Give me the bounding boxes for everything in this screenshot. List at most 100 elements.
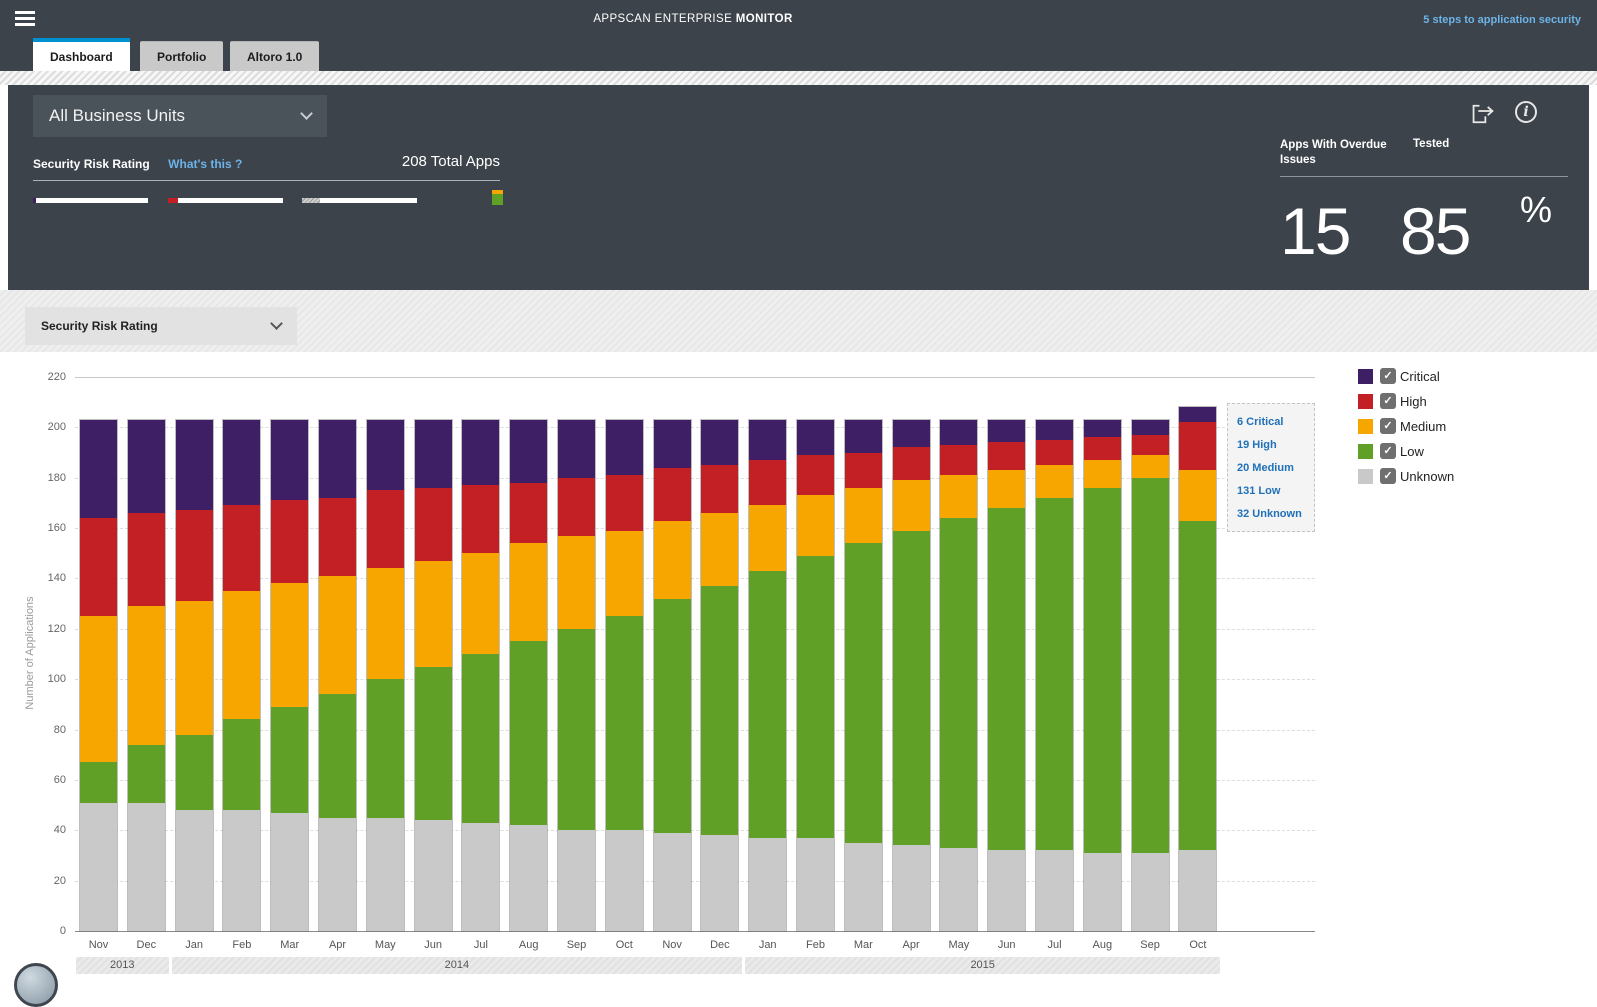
bar-segment-critical[interactable]: [1036, 419, 1073, 440]
legend-checkbox-unknown[interactable]: ✓: [1380, 468, 1396, 484]
bar-segment-critical[interactable]: [558, 419, 595, 478]
bar-segment-low[interactable]: [319, 694, 356, 818]
stacked-bar-oct-23[interactable]: [1179, 407, 1217, 931]
bar-segment-critical[interactable]: [988, 419, 1026, 443]
bar-segment-high[interactable]: [510, 482, 548, 544]
stacked-bar-sep-10[interactable]: [558, 419, 595, 931]
bar-segment-medium[interactable]: [510, 543, 548, 642]
bar-segment-unknown[interactable]: [558, 830, 595, 931]
bar-segment-medium[interactable]: [1131, 455, 1169, 478]
tab-altoro-1-0[interactable]: Altoro 1.0: [230, 41, 320, 71]
bar-segment-low[interactable]: [988, 507, 1026, 851]
stacked-bar-oct-11[interactable]: [605, 419, 643, 931]
bar-segment-high[interactable]: [319, 497, 356, 576]
bar-segment-low[interactable]: [558, 628, 595, 831]
bar-segment-high[interactable]: [701, 465, 739, 513]
bar-segment-medium[interactable]: [605, 530, 643, 617]
bar-segment-high[interactable]: [1179, 422, 1217, 471]
bar-segment-critical[interactable]: [175, 419, 213, 511]
bar-segment-critical[interactable]: [80, 419, 117, 518]
bar-segment-unknown[interactable]: [653, 832, 691, 931]
bar-segment-medium[interactable]: [1083, 460, 1121, 488]
legend-checkbox-critical[interactable]: ✓: [1380, 368, 1396, 384]
bar-segment-high[interactable]: [175, 510, 213, 602]
stacked-bar-may-6[interactable]: [366, 419, 404, 931]
bar-segment-medium[interactable]: [1179, 470, 1217, 521]
bar-segment-unknown[interactable]: [127, 802, 165, 931]
bar-segment-unknown[interactable]: [175, 810, 213, 931]
bar-segment-low[interactable]: [175, 734, 213, 811]
hamburger-menu-icon[interactable]: [15, 11, 35, 26]
bar-segment-high[interactable]: [127, 512, 165, 607]
bar-segment-low[interactable]: [366, 679, 404, 818]
bar-segment-low[interactable]: [127, 744, 165, 803]
bar-segment-high[interactable]: [797, 455, 834, 496]
stacked-bar-aug-21[interactable]: [1083, 419, 1121, 931]
bar-segment-unknown[interactable]: [1179, 850, 1217, 931]
info-icon[interactable]: i: [1515, 101, 1537, 123]
stacked-bar-feb-3[interactable]: [223, 419, 261, 931]
chart-metric-dropdown[interactable]: Security Risk Rating: [25, 307, 297, 345]
bar-segment-medium[interactable]: [988, 470, 1026, 508]
bar-segment-unknown[interactable]: [271, 812, 309, 931]
stacked-bar-mar-4[interactable]: [271, 419, 309, 931]
bar-segment-medium[interactable]: [797, 495, 834, 556]
bar-segment-unknown[interactable]: [366, 817, 404, 931]
bar-segment-high[interactable]: [653, 467, 691, 521]
bar-segment-low[interactable]: [1131, 477, 1169, 853]
bar-segment-unknown[interactable]: [749, 837, 787, 931]
stacked-bar-jan-14[interactable]: [749, 419, 787, 931]
bar-segment-low[interactable]: [1036, 497, 1073, 851]
bar-segment-low[interactable]: [701, 585, 739, 836]
bar-segment-critical[interactable]: [1179, 407, 1217, 423]
stacked-bar-sep-22[interactable]: [1131, 419, 1169, 931]
bar-segment-critical[interactable]: [510, 419, 548, 483]
bar-segment-critical[interactable]: [653, 419, 691, 468]
bar-segment-medium[interactable]: [844, 487, 882, 544]
bar-segment-low[interactable]: [1083, 487, 1121, 853]
bar-segment-critical[interactable]: [844, 419, 882, 453]
bar-segment-critical[interactable]: [462, 419, 500, 486]
bar-segment-medium[interactable]: [319, 575, 356, 695]
bar-segment-unknown[interactable]: [319, 817, 356, 931]
bar-segment-high[interactable]: [558, 477, 595, 536]
whats-this-link[interactable]: What's this ?: [168, 157, 243, 171]
bar-segment-high[interactable]: [366, 490, 404, 569]
bar-segment-critical[interactable]: [414, 419, 452, 488]
bar-segment-high[interactable]: [988, 442, 1026, 471]
tab-dashboard[interactable]: Dashboard: [33, 38, 130, 71]
bar-segment-medium[interactable]: [940, 475, 978, 518]
bar-segment-critical[interactable]: [366, 419, 404, 491]
stacked-bar-mar-16[interactable]: [844, 419, 882, 931]
stacked-bar-dec-13[interactable]: [701, 419, 739, 931]
bar-segment-low[interactable]: [462, 653, 500, 823]
bar-segment-unknown[interactable]: [605, 830, 643, 931]
stacked-bar-jun-7[interactable]: [414, 419, 452, 931]
stacked-bar-nov-12[interactable]: [653, 419, 691, 931]
bar-segment-unknown[interactable]: [988, 850, 1026, 931]
legend-checkbox-high[interactable]: ✓: [1380, 393, 1396, 409]
bar-segment-high[interactable]: [940, 444, 978, 476]
stacked-bar-feb-15[interactable]: [797, 419, 834, 931]
bar-segment-low[interactable]: [80, 762, 117, 803]
bar-segment-unknown[interactable]: [223, 810, 261, 931]
bar-segment-critical[interactable]: [127, 419, 165, 513]
stacked-bar-nov-0[interactable]: [80, 419, 117, 931]
bar-segment-low[interactable]: [223, 719, 261, 811]
bar-segment-high[interactable]: [1083, 437, 1121, 461]
bar-segment-critical[interactable]: [1083, 419, 1121, 438]
stacked-bar-apr-17[interactable]: [892, 419, 930, 931]
bar-segment-critical[interactable]: [1131, 419, 1169, 435]
bar-segment-high[interactable]: [605, 475, 643, 531]
export-button[interactable]: [1470, 102, 1496, 131]
bar-segment-critical[interactable]: [892, 419, 930, 448]
bar-segment-low[interactable]: [844, 543, 882, 843]
bar-segment-medium[interactable]: [558, 535, 595, 629]
stacked-bar-jul-20[interactable]: [1036, 419, 1073, 931]
bar-segment-high[interactable]: [223, 505, 261, 592]
bar-segment-high[interactable]: [844, 452, 882, 488]
bar-segment-low[interactable]: [892, 530, 930, 846]
bar-segment-high[interactable]: [80, 518, 117, 617]
bar-segment-medium[interactable]: [127, 606, 165, 745]
bar-segment-critical[interactable]: [605, 419, 643, 476]
